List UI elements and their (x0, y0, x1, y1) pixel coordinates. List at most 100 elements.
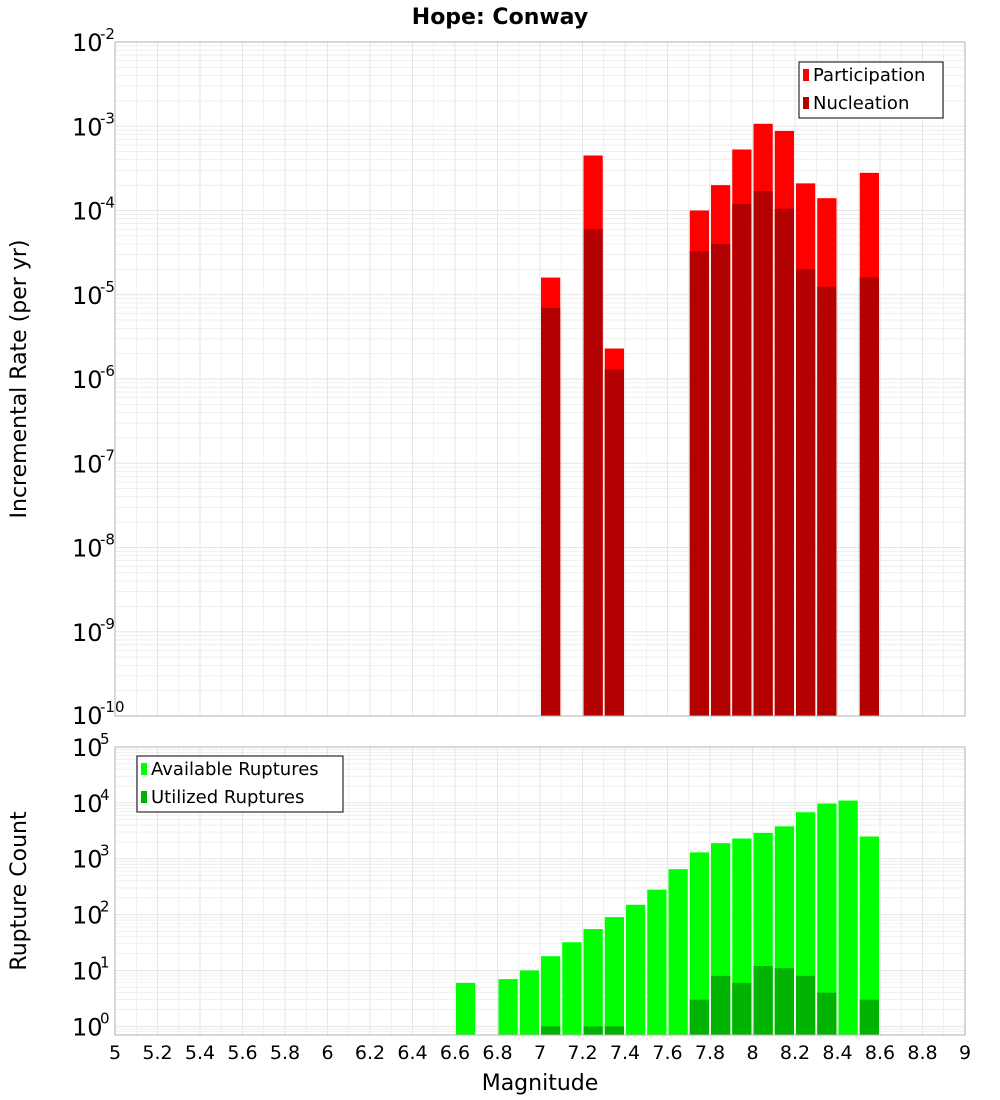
x-tick-label: 7.2 (567, 1042, 597, 1064)
count-bar-utilized (711, 975, 731, 1035)
count-bar-available (626, 904, 646, 1035)
x-tick-label: 8.6 (865, 1042, 895, 1064)
rate-legend-label: Nucleation (813, 93, 909, 114)
count-y-tick-exponent: 3 (100, 842, 110, 860)
rate-y-tick-label: 10 (72, 702, 103, 730)
rate-bar-nucleation (583, 229, 603, 717)
count-plot-frame (114, 746, 966, 1036)
count-y-tick-label: 10 (72, 734, 103, 762)
count-bar-available (519, 970, 539, 1035)
rate-y-tick-exponent: -9 (100, 615, 115, 633)
count-y-tick-exponent: 5 (100, 730, 110, 748)
count-legend-swatch (141, 791, 147, 803)
rate-y-tick-label: 10 (72, 450, 103, 478)
count-y-tick-exponent: 4 (100, 786, 110, 804)
count-legend-label: Available Ruptures (151, 759, 319, 780)
x-tick-label: 6.8 (482, 1042, 512, 1064)
count-bar-available (562, 942, 582, 1035)
count-bar-available (668, 869, 688, 1035)
count-legend-label: Utilized Ruptures (151, 787, 304, 808)
count-y-tick-label: 10 (72, 846, 103, 874)
count-bar-available (498, 979, 518, 1035)
count-bar-utilized (732, 982, 752, 1035)
rate-y-tick-exponent: -2 (100, 25, 115, 43)
rate-y-tick-exponent: -4 (100, 194, 115, 212)
rate-bar-nucleation (859, 277, 879, 716)
x-tick-label: 8.8 (907, 1042, 937, 1064)
rate-y-tick-exponent: -8 (100, 531, 115, 549)
rate-y-tick-label: 10 (72, 29, 103, 57)
chart-title: Hope: Conway (412, 5, 588, 30)
rate-bar-nucleation (732, 203, 752, 716)
x-axis-label: Magnitude (482, 1071, 599, 1096)
rate-y-tick-exponent: -7 (100, 446, 115, 464)
count-y-tick-label: 10 (72, 902, 103, 930)
count-y-axis-label: Rupture Count (7, 811, 32, 971)
count-y-tick-exponent: 1 (100, 953, 110, 971)
count-bar-utilized (689, 999, 709, 1035)
count-bar-available (541, 956, 561, 1035)
count-bar-available (817, 803, 837, 1035)
rate-bar-nucleation (711, 244, 731, 717)
x-tick-label: 5 (109, 1042, 121, 1064)
rate-bar-nucleation (541, 307, 561, 716)
x-tick-label: 6.4 (397, 1042, 427, 1064)
count-bar-available (583, 929, 603, 1035)
count-bar-utilized (859, 999, 879, 1035)
count-bar-utilized (583, 1026, 603, 1035)
x-tick-label: 7.8 (695, 1042, 725, 1064)
rate-y-tick-label: 10 (72, 113, 103, 141)
rate-bar-nucleation (604, 369, 624, 716)
rate-bar-nucleation (774, 208, 794, 717)
x-tick-label: 8.4 (822, 1042, 852, 1064)
rate-y-tick-label: 10 (72, 198, 103, 226)
count-y-tick-label: 10 (72, 790, 103, 818)
count-bar-available (689, 852, 709, 1035)
count-y-tick-label: 10 (72, 1013, 103, 1041)
count-bar-utilized (817, 992, 837, 1035)
rate-y-tick-label: 10 (72, 535, 103, 563)
rate-plot-frame (114, 41, 966, 717)
rate-y-tick-exponent: -10 (100, 698, 125, 716)
x-tick-label: 5.6 (227, 1042, 257, 1064)
count-bars (456, 800, 879, 1035)
count-legend: Available Ruptures Utilized Ruptures (136, 755, 344, 813)
count-bar-utilized (541, 1026, 561, 1035)
count-y-tick-label: 10 (72, 957, 103, 985)
rate-bars (541, 123, 879, 717)
count-bar-utilized (604, 1026, 624, 1035)
rate-legend: Participation Nucleation (798, 61, 944, 119)
count-bar-available (859, 836, 879, 1035)
count-bar-available (456, 982, 476, 1035)
rate-bar-nucleation (817, 286, 837, 716)
count-legend-swatch (141, 763, 147, 775)
rate-bar-nucleation (753, 191, 773, 717)
rate-bar-nucleation (689, 251, 709, 717)
count-bar-utilized (796, 975, 816, 1035)
x-tick-label: 9 (959, 1042, 971, 1064)
rate-legend-swatch (803, 69, 809, 81)
count-legend-box (136, 755, 344, 813)
rate-y-axis-label: Incremental Rate (per yr) (7, 240, 32, 519)
x-tick-label: 8 (746, 1042, 758, 1064)
count-bar-available (647, 889, 667, 1035)
count-bar-utilized (774, 968, 794, 1035)
x-tick-label: 8.2 (780, 1042, 810, 1064)
rate-y-ticks: 10-210-310-410-510-610-710-810-910-10 (72, 25, 125, 730)
count-y-tick-exponent: 0 (100, 1009, 110, 1027)
rate-panel: 10-210-310-410-510-610-710-810-910-10 In… (7, 25, 966, 730)
rate-legend-swatch (803, 97, 809, 109)
rate-y-tick-exponent: -5 (100, 278, 115, 296)
x-tick-label: 6.2 (355, 1042, 385, 1064)
rate-y-tick-exponent: -6 (100, 362, 115, 380)
count-bar-utilized (753, 966, 773, 1035)
count-y-tick-exponent: 2 (100, 898, 110, 916)
x-tick-label: 6 (321, 1042, 333, 1064)
x-tick-label: 7 (534, 1042, 546, 1064)
count-bar-available (604, 917, 624, 1035)
x-ticks: 5 5.2 5.4 5.6 5.8 6 6.2 6.4 6.6 6.8 7 7.2 7.4 7.6 7.8 8… (109, 1042, 971, 1064)
x-tick-label: 5.2 (142, 1042, 172, 1064)
